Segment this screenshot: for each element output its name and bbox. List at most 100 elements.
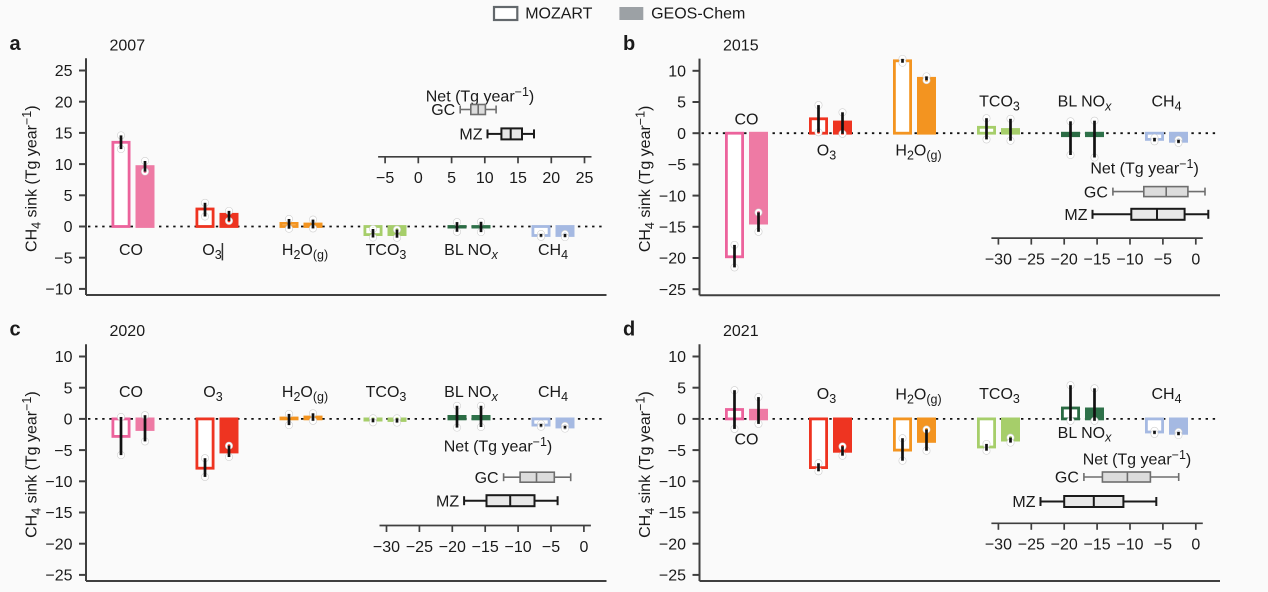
svg-text:TCO3​: TCO3​ <box>366 242 407 262</box>
svg-text:5: 5 <box>677 380 686 397</box>
svg-text:−15: −15 <box>1084 251 1111 268</box>
svg-text:−5: −5 <box>668 443 686 460</box>
svg-text:−10: −10 <box>659 474 686 491</box>
svg-text:TCO3​: TCO3​ <box>979 94 1020 114</box>
svg-text:CO: CO <box>735 432 759 449</box>
svg-text:−5: −5 <box>668 157 686 174</box>
svg-text:CH4​: CH4​ <box>1151 386 1181 406</box>
svg-text:CH4​ sink (Tg year−1​): CH4​ sink (Tg year−1​) <box>634 391 657 538</box>
svg-text:H2​O(g)​: H2​O(g)​ <box>895 143 941 163</box>
svg-text:2007: 2007 <box>110 37 146 54</box>
svg-text:Net (Tg year−1​): Net (Tg year−1​) <box>1090 157 1199 178</box>
svg-text:−20: −20 <box>1051 537 1078 554</box>
svg-text:BL NOx​: BL NOx​ <box>444 242 498 262</box>
svg-text:MOZART: MOZART <box>525 5 592 22</box>
svg-text:2015: 2015 <box>723 37 759 54</box>
svg-text:−30: −30 <box>985 537 1012 554</box>
svg-text:O3​: O3​ <box>202 242 221 262</box>
svg-text:0: 0 <box>414 170 423 187</box>
svg-text:H2​O(g)​: H2​O(g)​ <box>895 387 941 407</box>
svg-text:MZ: MZ <box>436 493 459 510</box>
svg-text:Net (Tg year−1​): Net (Tg year−1​) <box>1083 448 1192 469</box>
svg-text:−10: −10 <box>1116 251 1143 268</box>
svg-text:−5: −5 <box>1154 251 1172 268</box>
svg-text:MZ: MZ <box>1064 207 1087 224</box>
svg-text:0: 0 <box>64 219 73 236</box>
svg-text:20: 20 <box>542 170 560 187</box>
svg-text:b: b <box>623 33 635 55</box>
svg-text:GC: GC <box>1084 184 1108 201</box>
svg-text:−5: −5 <box>54 250 72 267</box>
svg-text:−15: −15 <box>472 539 499 556</box>
svg-text:BL NOx​: BL NOx​ <box>1058 425 1112 445</box>
svg-text:0: 0 <box>64 412 73 429</box>
svg-text:15: 15 <box>55 126 73 143</box>
svg-text:GC: GC <box>1055 470 1079 487</box>
svg-text:GC: GC <box>475 470 499 487</box>
svg-text:−10: −10 <box>45 282 72 299</box>
svg-text:2020: 2020 <box>110 323 146 340</box>
svg-text:H2​O(g)​: H2​O(g)​ <box>282 384 328 404</box>
svg-text:0: 0 <box>677 412 686 429</box>
svg-text:CH4​ sink (Tg year−1​): CH4​ sink (Tg year−1​) <box>20 391 43 538</box>
svg-text:−15: −15 <box>45 505 72 522</box>
svg-text:CO: CO <box>119 384 143 401</box>
svg-text:0: 0 <box>579 539 588 556</box>
svg-text:CH4​ sink (Tg year−1​): CH4​ sink (Tg year−1​) <box>634 106 657 253</box>
svg-text:5: 5 <box>447 170 456 187</box>
svg-text:CO: CO <box>119 242 143 259</box>
svg-text:a: a <box>10 33 22 55</box>
svg-text:−5: −5 <box>54 443 72 460</box>
svg-text:−15: −15 <box>659 505 686 522</box>
svg-text:10: 10 <box>55 157 73 174</box>
svg-text:2021: 2021 <box>723 323 759 340</box>
svg-text:25: 25 <box>576 170 594 187</box>
svg-text:CH4​: CH4​ <box>538 384 568 404</box>
svg-text:BL NOx​: BL NOx​ <box>444 384 498 404</box>
svg-text:−25: −25 <box>659 568 686 585</box>
svg-text:TCO3​: TCO3​ <box>366 384 407 404</box>
svg-text:−25: −25 <box>659 282 686 299</box>
svg-text:CO: CO <box>735 112 759 129</box>
svg-text:10: 10 <box>476 170 494 187</box>
svg-text:−10: −10 <box>45 474 72 491</box>
svg-text:O3​: O3​ <box>817 143 836 163</box>
svg-text:MZ: MZ <box>459 127 482 144</box>
svg-text:O3​: O3​ <box>817 386 836 406</box>
svg-text:−25: −25 <box>406 539 433 556</box>
svg-text:−30: −30 <box>985 251 1012 268</box>
svg-text:−15: −15 <box>1084 537 1111 554</box>
svg-text:−25: −25 <box>1018 251 1045 268</box>
svg-text:5: 5 <box>677 95 686 112</box>
svg-text:GEOS-Chem: GEOS-Chem <box>651 5 745 22</box>
svg-text:−20: −20 <box>659 251 686 268</box>
svg-text:MZ: MZ <box>1012 494 1035 511</box>
svg-text:CH4​ sink (Tg year−1​): CH4​ sink (Tg year−1​) <box>20 105 43 252</box>
svg-text:−10: −10 <box>505 539 532 556</box>
svg-text:c: c <box>10 319 21 341</box>
svg-text:−15: −15 <box>659 220 686 237</box>
svg-text:5: 5 <box>64 380 73 397</box>
svg-text:Net (Tg year−1​): Net (Tg year−1​) <box>426 85 535 106</box>
svg-text:Net (Tg year−1​): Net (Tg year−1​) <box>444 435 553 456</box>
svg-text:O3​: O3​ <box>203 384 222 404</box>
svg-text:20: 20 <box>55 94 73 111</box>
svg-text:10: 10 <box>55 349 73 366</box>
svg-text:0: 0 <box>677 126 686 143</box>
svg-text:10: 10 <box>668 349 686 366</box>
svg-text:−10: −10 <box>659 188 686 205</box>
svg-text:−5: −5 <box>376 170 394 187</box>
svg-text:BL NOx​: BL NOx​ <box>1058 94 1112 114</box>
svg-text:d: d <box>623 319 635 341</box>
svg-text:−20: −20 <box>439 539 466 556</box>
svg-text:H2​O(g)​: H2​O(g)​ <box>282 242 328 262</box>
svg-text:15: 15 <box>509 170 527 187</box>
svg-text:CH4​: CH4​ <box>538 242 568 262</box>
svg-text:−20: −20 <box>1051 251 1078 268</box>
svg-text:CH4​: CH4​ <box>1151 94 1181 114</box>
svg-text:TCO3​: TCO3​ <box>979 386 1020 406</box>
svg-text:0: 0 <box>1191 251 1200 268</box>
svg-text:GC: GC <box>431 102 455 119</box>
svg-text:0: 0 <box>1191 537 1200 554</box>
svg-text:−25: −25 <box>1018 537 1045 554</box>
